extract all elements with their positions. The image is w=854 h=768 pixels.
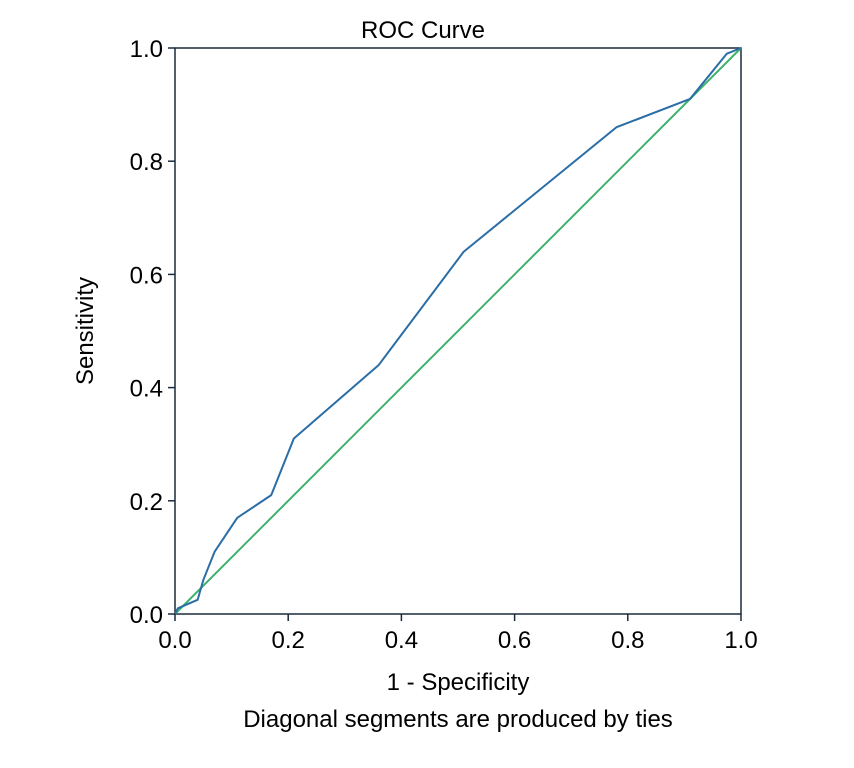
x-tick-label: 0.8 — [611, 627, 644, 654]
x-axis: 0.0 0.2 0.4 0.6 0.8 1.0 — [158, 614, 758, 654]
plot-frame — [174, 47, 742, 615]
y-tick-label: 0.6 — [130, 262, 163, 289]
x-tick-label: 0.0 — [158, 627, 191, 654]
y-axis: 0.0 0.2 0.4 0.6 0.8 1.0 — [130, 36, 175, 629]
chart-title: ROC Curve — [361, 17, 485, 44]
y-tick-label: 1.0 — [130, 36, 163, 63]
roc-curve-line — [174, 47, 742, 615]
y-tick-label: 0.4 — [130, 376, 163, 403]
reference-diagonal-line — [174, 47, 742, 615]
plot-area — [174, 47, 742, 615]
y-axis-title: Sensitivity — [72, 277, 99, 385]
x-tick-label: 0.2 — [272, 627, 305, 654]
x-axis-title: 1 - Specificity — [387, 669, 530, 696]
chart-footnote: Diagonal segments are produced by ties — [243, 706, 673, 733]
x-tick-label: 0.6 — [498, 627, 531, 654]
y-tick-label: 0.0 — [130, 602, 163, 629]
x-tick-label: 1.0 — [724, 627, 757, 654]
y-tick-label: 0.2 — [130, 489, 163, 516]
x-tick-label: 0.4 — [385, 627, 418, 654]
y-tick-label: 0.8 — [130, 149, 163, 176]
